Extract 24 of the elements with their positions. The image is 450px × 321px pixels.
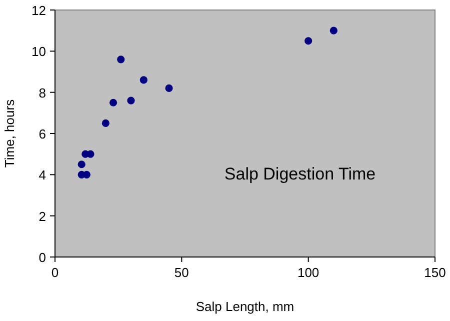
point — [304, 37, 312, 45]
y-tick-label: 0 — [38, 250, 46, 265]
x-tick-label: 150 — [424, 265, 446, 280]
point — [127, 96, 135, 104]
x-axis-title: Salp Length, mm — [196, 299, 294, 314]
point — [140, 76, 148, 84]
point — [109, 98, 118, 106]
x-tick-label: 50 — [174, 265, 189, 280]
y-tick-label: 6 — [38, 126, 46, 142]
x-tick-label: 0 — [51, 265, 59, 280]
y-tick-label: 2 — [38, 208, 46, 224]
point — [102, 119, 110, 128]
point — [165, 84, 173, 92]
x-tick-label: 100 — [297, 265, 320, 280]
point — [86, 150, 94, 158]
y-tick-label: 8 — [38, 85, 46, 100]
y-tick-label: 4 — [38, 168, 46, 183]
y-tick-label: 10 — [32, 44, 46, 60]
y-tick-label: 12 — [32, 3, 46, 18]
point — [330, 26, 338, 34]
point — [78, 160, 86, 168]
point — [117, 56, 125, 64]
text: Salp Digestion Time — [224, 164, 376, 184]
y-axis-title: Time, hours — [2, 98, 17, 168]
